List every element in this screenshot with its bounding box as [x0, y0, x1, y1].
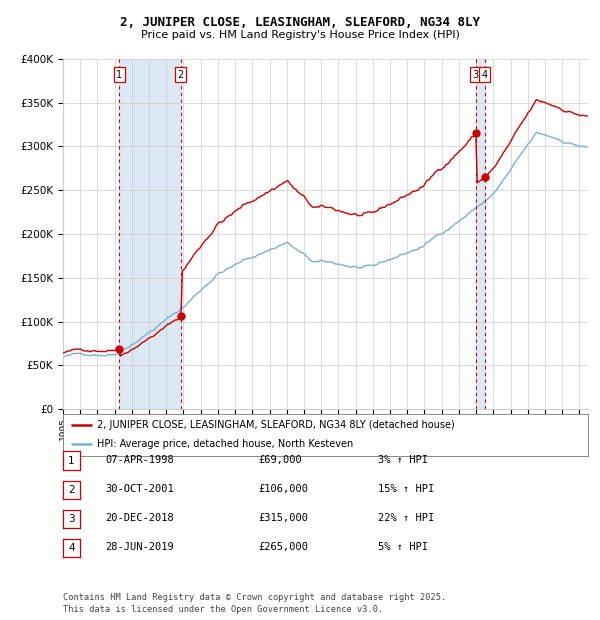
Text: £69,000: £69,000 [258, 455, 302, 465]
Text: 28-JUN-2019: 28-JUN-2019 [105, 542, 174, 552]
Text: 2, JUNIPER CLOSE, LEASINGHAM, SLEAFORD, NG34 8LY (detached house): 2, JUNIPER CLOSE, LEASINGHAM, SLEAFORD, … [97, 420, 455, 430]
Text: 30-OCT-2001: 30-OCT-2001 [105, 484, 174, 494]
Text: 1: 1 [116, 69, 122, 79]
Text: 4: 4 [481, 69, 488, 79]
Text: £106,000: £106,000 [258, 484, 308, 494]
Text: 22% ↑ HPI: 22% ↑ HPI [378, 513, 434, 523]
Text: 15% ↑ HPI: 15% ↑ HPI [378, 484, 434, 494]
Text: HPI: Average price, detached house, North Kesteven: HPI: Average price, detached house, Nort… [97, 439, 353, 449]
Text: 3% ↑ HPI: 3% ↑ HPI [378, 455, 428, 465]
Text: 3: 3 [473, 69, 479, 79]
Text: 2: 2 [68, 485, 75, 495]
Text: £315,000: £315,000 [258, 513, 308, 523]
Text: 20-DEC-2018: 20-DEC-2018 [105, 513, 174, 523]
Text: Contains HM Land Registry data © Crown copyright and database right 2025.
This d: Contains HM Land Registry data © Crown c… [63, 593, 446, 614]
Text: 2: 2 [178, 69, 184, 79]
Text: 5% ↑ HPI: 5% ↑ HPI [378, 542, 428, 552]
Text: 4: 4 [68, 543, 75, 553]
Bar [476, 59, 485, 409]
Text: 3: 3 [68, 514, 75, 524]
Text: 07-APR-1998: 07-APR-1998 [105, 455, 174, 465]
Text: 2, JUNIPER CLOSE, LEASINGHAM, SLEAFORD, NG34 8LY: 2, JUNIPER CLOSE, LEASINGHAM, SLEAFORD, … [120, 16, 480, 29]
Text: £265,000: £265,000 [258, 542, 308, 552]
Bar [119, 59, 181, 409]
Text: Price paid vs. HM Land Registry's House Price Index (HPI): Price paid vs. HM Land Registry's House … [140, 30, 460, 40]
Text: 1: 1 [68, 456, 75, 466]
